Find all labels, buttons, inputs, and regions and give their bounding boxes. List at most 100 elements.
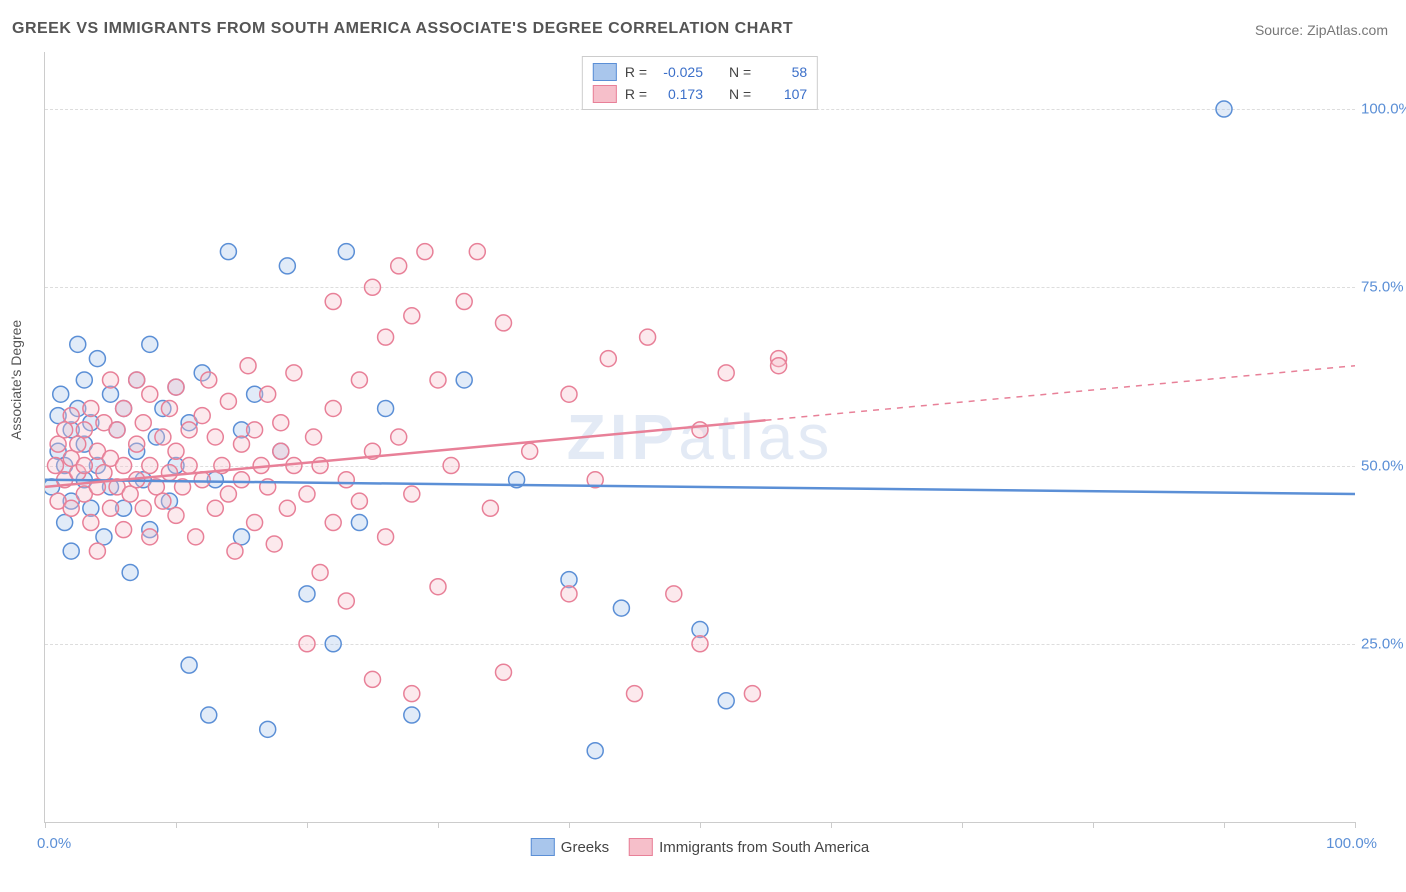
data-point <box>404 486 420 502</box>
data-point <box>306 429 322 445</box>
source-label: Source: ZipAtlas.com <box>1255 22 1388 38</box>
data-point <box>63 543 79 559</box>
scatter-svg <box>45 52 1355 822</box>
data-point <box>129 436 145 452</box>
data-point <box>227 543 243 559</box>
data-point <box>260 386 276 402</box>
data-point <box>76 458 92 474</box>
legend-stats-row: R = 0.173 N = 107 <box>593 83 807 105</box>
legend-swatch-greeks <box>593 63 617 81</box>
legend-r-label: R = <box>625 64 647 80</box>
data-point <box>76 372 92 388</box>
x-tick <box>1093 822 1094 828</box>
data-point <box>161 465 177 481</box>
data-point <box>220 244 236 260</box>
data-point <box>155 429 171 445</box>
legend-stats: R = -0.025 N = 58 R = 0.173 N = 107 <box>582 56 818 110</box>
data-point <box>456 372 472 388</box>
data-point <box>744 686 760 702</box>
data-point <box>234 472 250 488</box>
data-point <box>718 365 734 381</box>
data-point <box>103 372 119 388</box>
data-point <box>194 408 210 424</box>
data-point <box>561 586 577 602</box>
data-point <box>234 436 250 452</box>
data-point <box>122 564 138 580</box>
data-point <box>522 443 538 459</box>
legend-n-label: N = <box>729 64 751 80</box>
legend-label: Greeks <box>561 839 609 856</box>
data-point <box>135 500 151 516</box>
data-point <box>181 422 197 438</box>
data-point <box>181 458 197 474</box>
data-point <box>338 472 354 488</box>
data-point <box>188 529 204 545</box>
legend-n-value-immigrants: 107 <box>759 86 807 102</box>
data-point <box>220 393 236 409</box>
data-point <box>168 507 184 523</box>
data-point <box>116 522 132 538</box>
data-point <box>273 415 289 431</box>
data-point <box>692 422 708 438</box>
data-point <box>168 379 184 395</box>
data-point <box>116 458 132 474</box>
trend-line-dashed <box>766 366 1356 421</box>
data-point <box>417 244 433 260</box>
data-point <box>404 686 420 702</box>
data-point <box>640 329 656 345</box>
data-point <box>142 336 158 352</box>
data-point <box>63 500 79 516</box>
data-point <box>312 564 328 580</box>
legend-r-value-immigrants: 0.173 <box>655 86 703 102</box>
y-axis-label: Associate's Degree <box>8 320 24 440</box>
x-tick <box>700 822 701 828</box>
legend-item-greeks: Greeks <box>531 838 609 856</box>
x-tick <box>831 822 832 828</box>
legend-stats-row: R = -0.025 N = 58 <box>593 61 807 83</box>
data-point <box>220 486 236 502</box>
data-point <box>70 336 86 352</box>
data-point <box>53 386 69 402</box>
data-point <box>142 529 158 545</box>
data-point <box>692 636 708 652</box>
data-point <box>279 258 295 274</box>
data-point <box>181 657 197 673</box>
x-tick <box>45 822 46 828</box>
data-point <box>378 400 394 416</box>
data-point <box>391 429 407 445</box>
data-point <box>201 372 217 388</box>
data-point <box>404 707 420 723</box>
plot-area: ZIPatlas 25.0%50.0%75.0%100.0% 0.0% 100.… <box>44 52 1355 823</box>
x-tick <box>438 822 439 828</box>
data-point <box>378 329 394 345</box>
data-point <box>1216 101 1232 117</box>
data-point <box>627 686 643 702</box>
data-point <box>587 743 603 759</box>
data-point <box>260 721 276 737</box>
data-point <box>325 515 341 531</box>
data-point <box>771 358 787 374</box>
x-tick <box>1355 822 1356 828</box>
data-point <box>155 493 171 509</box>
y-tick-label: 50.0% <box>1361 457 1406 474</box>
data-point <box>168 443 184 459</box>
data-point <box>247 515 263 531</box>
legend-swatch-icon <box>531 838 555 856</box>
legend-item-immigrants: Immigrants from South America <box>629 838 869 856</box>
chart-title: GREEK VS IMMIGRANTS FROM SOUTH AMERICA A… <box>12 20 793 38</box>
data-point <box>83 400 99 416</box>
x-tick <box>569 822 570 828</box>
y-tick-label: 100.0% <box>1361 101 1406 118</box>
data-point <box>207 429 223 445</box>
data-point <box>279 500 295 516</box>
data-point <box>161 400 177 416</box>
legend-swatch-immigrants <box>593 85 617 103</box>
data-point <box>201 707 217 723</box>
data-point <box>469 244 485 260</box>
data-point <box>207 500 223 516</box>
legend-label: Immigrants from South America <box>659 839 869 856</box>
data-point <box>351 372 367 388</box>
data-point <box>325 400 341 416</box>
data-point <box>299 486 315 502</box>
data-point <box>378 529 394 545</box>
